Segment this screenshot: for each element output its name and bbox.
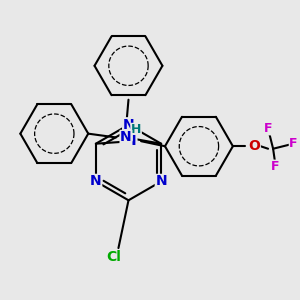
Text: N: N — [90, 174, 102, 188]
Text: N: N — [123, 118, 134, 132]
Text: F: F — [272, 160, 280, 173]
Text: Cl: Cl — [106, 250, 121, 264]
Text: F: F — [289, 137, 298, 150]
Text: N: N — [120, 130, 132, 144]
Text: N: N — [125, 134, 137, 148]
Text: H: H — [131, 123, 141, 136]
Text: N: N — [155, 174, 167, 188]
Text: O: O — [249, 139, 260, 153]
Text: F: F — [264, 122, 272, 135]
